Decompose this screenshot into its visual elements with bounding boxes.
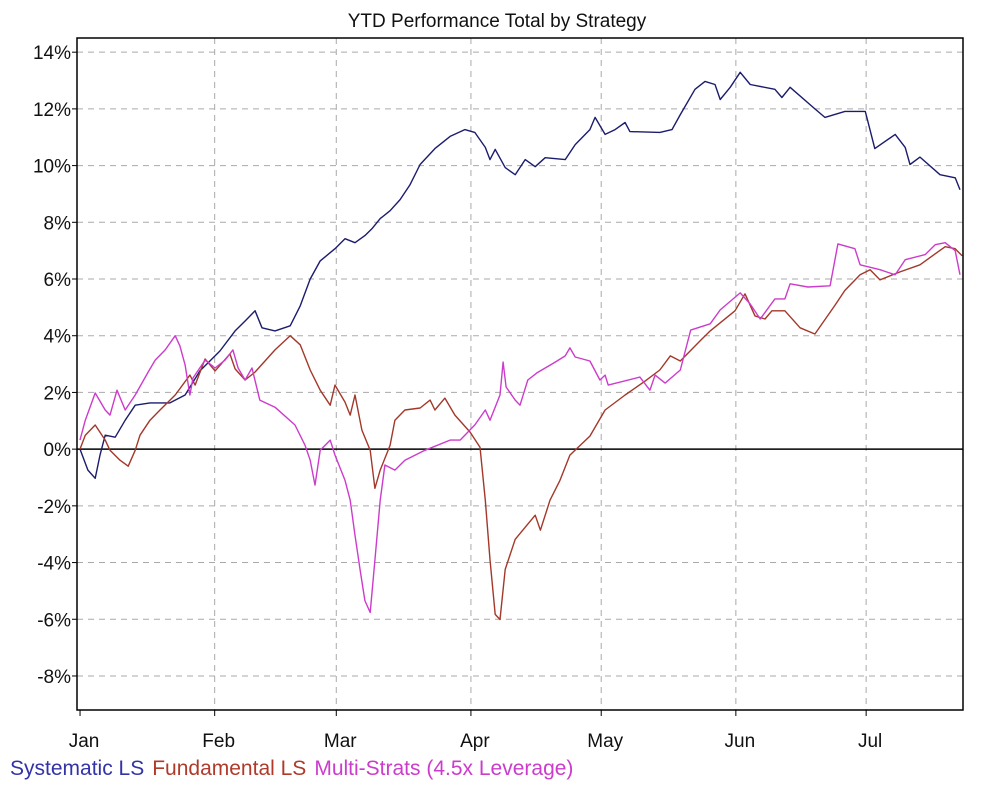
y-tick-label: 2% (44, 383, 72, 404)
y-axis: 14% 12% 10% 8% 6% 4% 2% 0% -2% -4% -6% -8% (33, 43, 77, 688)
x-tick-label: Jul (858, 731, 882, 752)
x-tick-label: Mar (324, 731, 357, 752)
y-tick-label: 14% (33, 43, 71, 64)
y-tick-label: -4% (37, 554, 71, 575)
y-tick-label: 8% (44, 213, 72, 234)
grid (77, 38, 963, 710)
x-axis: Jan Feb Mar Apr May Jun Jul (69, 710, 882, 752)
y-tick-label: 6% (44, 270, 72, 291)
legend-item-multi-strats: Multi-Strats (4.5x Leverage) (314, 757, 574, 780)
y-tick-label: 12% (33, 100, 71, 121)
plot-frame (76, 37, 964, 711)
y-tick-label: -6% (37, 610, 71, 631)
x-tick-label: Apr (460, 731, 490, 752)
legend-item-fundamental-ls: Fundamental LS (152, 757, 307, 780)
y-tick-label: -2% (37, 497, 71, 518)
series-line-multi-strats-4-5x-leverage (79, 242, 961, 614)
x-tick-label: Jun (725, 731, 756, 752)
series-group (79, 71, 963, 621)
series-line-fundamental-ls (79, 246, 963, 621)
legend-item-systematic-ls: Systematic LS (10, 757, 145, 780)
legend: Systematic LS Fundamental LS Multi-Strats … (10, 757, 581, 781)
x-tick-label: Jan (69, 731, 100, 752)
y-tick-label: 10% (33, 157, 71, 178)
series-line-systematic-ls (79, 71, 961, 479)
x-tick-label: Feb (202, 731, 235, 752)
y-tick-label: -8% (37, 667, 71, 688)
chart-title: YTD Performance Total by Strategy (348, 11, 647, 32)
x-tick-label: May (587, 731, 623, 752)
y-tick-label: 4% (44, 327, 72, 348)
y-tick-label: 0% (44, 440, 72, 461)
